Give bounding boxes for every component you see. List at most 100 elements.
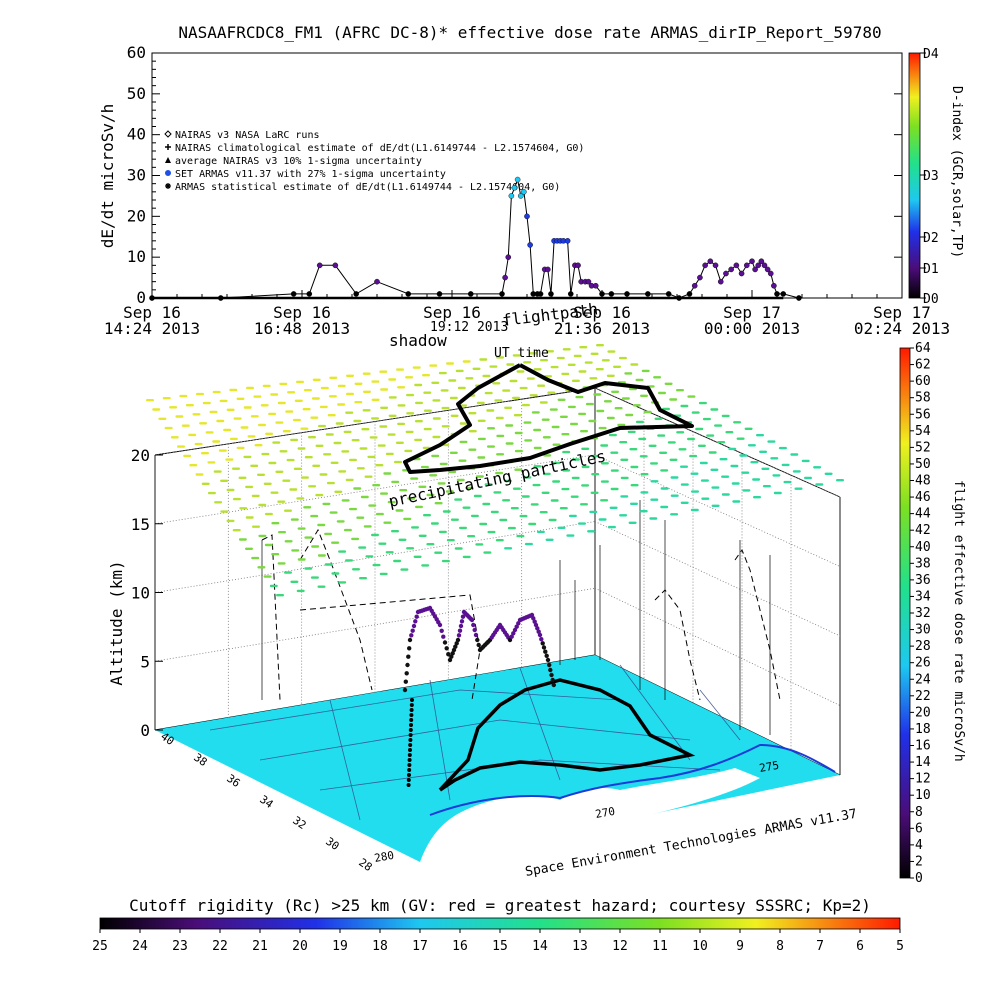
hazard-cell [730,464,739,468]
hazard-cell [477,419,486,422]
legend-entry: average NAIRAS v3 10% 1-sigma uncertaint… [175,156,422,167]
hazard-cell [551,425,560,429]
cutoff-rigidity-title: Cutoff rigidity (Rc) >25 km (GV: red = g… [129,896,871,915]
descent-marker [409,708,414,712]
hazard-cell [678,448,687,451]
hazard-cell [285,410,294,413]
flightpath-shadow-trace [438,678,696,792]
hazard-cell [462,506,471,509]
armas-data-point [537,291,544,297]
hazard-cell [496,356,504,359]
hazard-cell [770,457,779,460]
dose-profile-marker [455,637,461,643]
descent-marker [406,783,411,787]
hazard-cell [736,437,745,440]
hazard-cell [448,470,457,474]
hazard-cell [747,444,756,447]
hazard-cell [714,424,723,427]
dose-profile-marker [548,667,553,673]
armas-data-point [405,291,412,297]
dindex-colorbar [908,52,921,299]
side-wall-gridline [594,454,841,567]
hazard-cell [533,368,542,371]
armas-data-point [499,291,505,297]
hazard-cell [591,454,600,458]
dose-tick-label: 50 [915,457,931,472]
latitude-tick-label: 40 [158,730,176,748]
hazard-cell [262,384,271,388]
armas-data-point [767,270,774,277]
hazard-cell [742,489,751,492]
hazard-cell [640,394,648,397]
hazard-cell [284,509,292,512]
hazard-cell [570,422,578,426]
hazard-cell [611,390,620,393]
hazard-cell [660,469,669,472]
hazard-cell [207,491,216,495]
hazard-cell [407,497,416,500]
armas-data-point [758,258,765,265]
hazard-cell [670,476,679,479]
dindex-tick-label: D3 [923,169,939,184]
hazard-cell [279,450,288,453]
hazard-cell [232,529,241,532]
dose-profile-marker [409,633,414,638]
hazard-cell [516,534,525,538]
hazard-cell [635,378,644,382]
hazard-cell [702,417,711,421]
armas-data-point [306,291,313,297]
hazard-cell [279,382,288,386]
hazard-cell [405,430,414,434]
descent-marker [407,753,412,757]
armas-data-point [645,291,651,297]
y-tick-label: 60 [127,43,146,62]
hazard-cell [580,430,588,433]
hazard-cell [660,487,669,490]
armas-data-point [511,184,518,191]
hazard-cell [514,449,523,453]
hazard-cell [548,518,557,522]
hazard-cell [667,441,676,444]
hazard-cell [580,503,588,506]
dose-profile-marker [514,624,519,629]
dose-profile-marker [460,614,466,619]
hazard-cell [653,376,662,379]
cutoff-tick-label: 22 [212,939,228,954]
dose-tick-label: 28 [915,639,931,654]
dose-profile-marker [543,649,548,654]
hazard-cell [733,421,742,424]
dose-profile-marker [540,641,545,646]
dose-tick-label: 18 [915,722,931,737]
hazard-cell [284,540,293,543]
hazard-cell [619,514,628,517]
dose-profile-marker [547,662,552,668]
hazard-cell [213,470,222,473]
hazard-cell [351,537,360,541]
dose-profile-marker [413,619,418,624]
hazard-cell [640,491,649,494]
hazard-cell [226,519,235,523]
dindex-tick-label: D0 [923,292,939,307]
hazard-cell [516,370,525,373]
hazard-cell [362,409,371,412]
hazard-cell [438,371,447,375]
dose-profile-marker [442,640,448,645]
armas-data-point [728,266,734,273]
ut-time-label: UT time [494,346,549,361]
hazard-cell [725,431,734,434]
cutoff-tick-label: 17 [412,939,428,954]
hazard-cell [375,512,384,516]
hazard-cell [458,459,467,462]
hazard-cell [413,555,422,558]
hazard-cell [608,433,617,437]
hazard-cell [363,525,372,528]
hazard-cell [502,499,511,502]
hazard-cell [589,510,598,514]
dose-profile-marker [541,645,547,650]
dose-tick-label: 30 [915,623,931,638]
hazard-cell [270,491,279,494]
legend-circle-icon [165,170,171,176]
hazard-cell [533,465,542,468]
dose-tick-label: 16 [915,739,931,754]
armas-data-point [353,291,359,297]
